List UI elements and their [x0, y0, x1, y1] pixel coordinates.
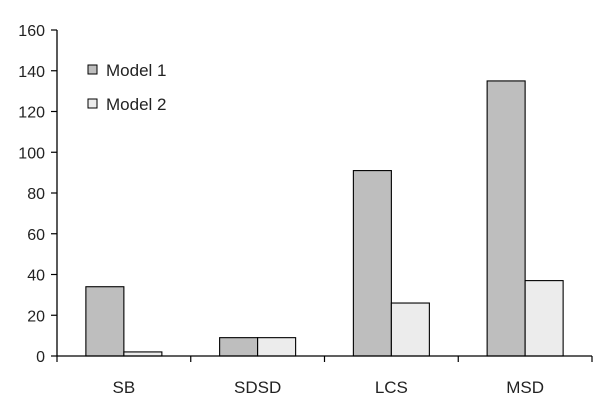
bar-model-2-lcs — [390, 302, 430, 357]
bar-model-1-sb — [85, 286, 125, 357]
y-tick-label: 80 — [27, 186, 45, 203]
legend-swatch — [87, 64, 98, 75]
bar-model-1-sdsd — [219, 337, 259, 357]
y-tick-label: 140 — [18, 64, 45, 81]
y-tick-label: 160 — [18, 23, 45, 40]
legend-label: Model 2 — [106, 95, 166, 114]
x-category-label: LCS — [375, 378, 408, 397]
y-tick-label: 100 — [18, 145, 45, 162]
bar-model-1-msd — [486, 80, 526, 357]
bars — [85, 80, 564, 357]
bar-model-1-lcs — [352, 170, 392, 357]
y-axis: 0 20 40 60 80 100 120 140 160 — [18, 23, 58, 366]
x-category-label: MSD — [506, 378, 544, 397]
x-category-label: SDSD — [234, 378, 281, 397]
y-tick-label: 120 — [18, 105, 45, 122]
y-tick-label: 20 — [27, 308, 45, 325]
y-tick-label: 60 — [27, 227, 45, 244]
x-axis: SB SDSD LCS MSD — [56, 355, 593, 397]
legend-swatch — [87, 98, 98, 109]
y-tick-label: 40 — [27, 268, 45, 285]
legend: Model 1 Model 2 — [87, 61, 166, 114]
x-category-label: SB — [113, 378, 136, 397]
bar-model-2-sdsd — [257, 337, 297, 357]
bar-model-2-msd — [524, 280, 564, 357]
y-tick-label: 0 — [36, 349, 45, 366]
legend-label: Model 1 — [106, 61, 166, 80]
